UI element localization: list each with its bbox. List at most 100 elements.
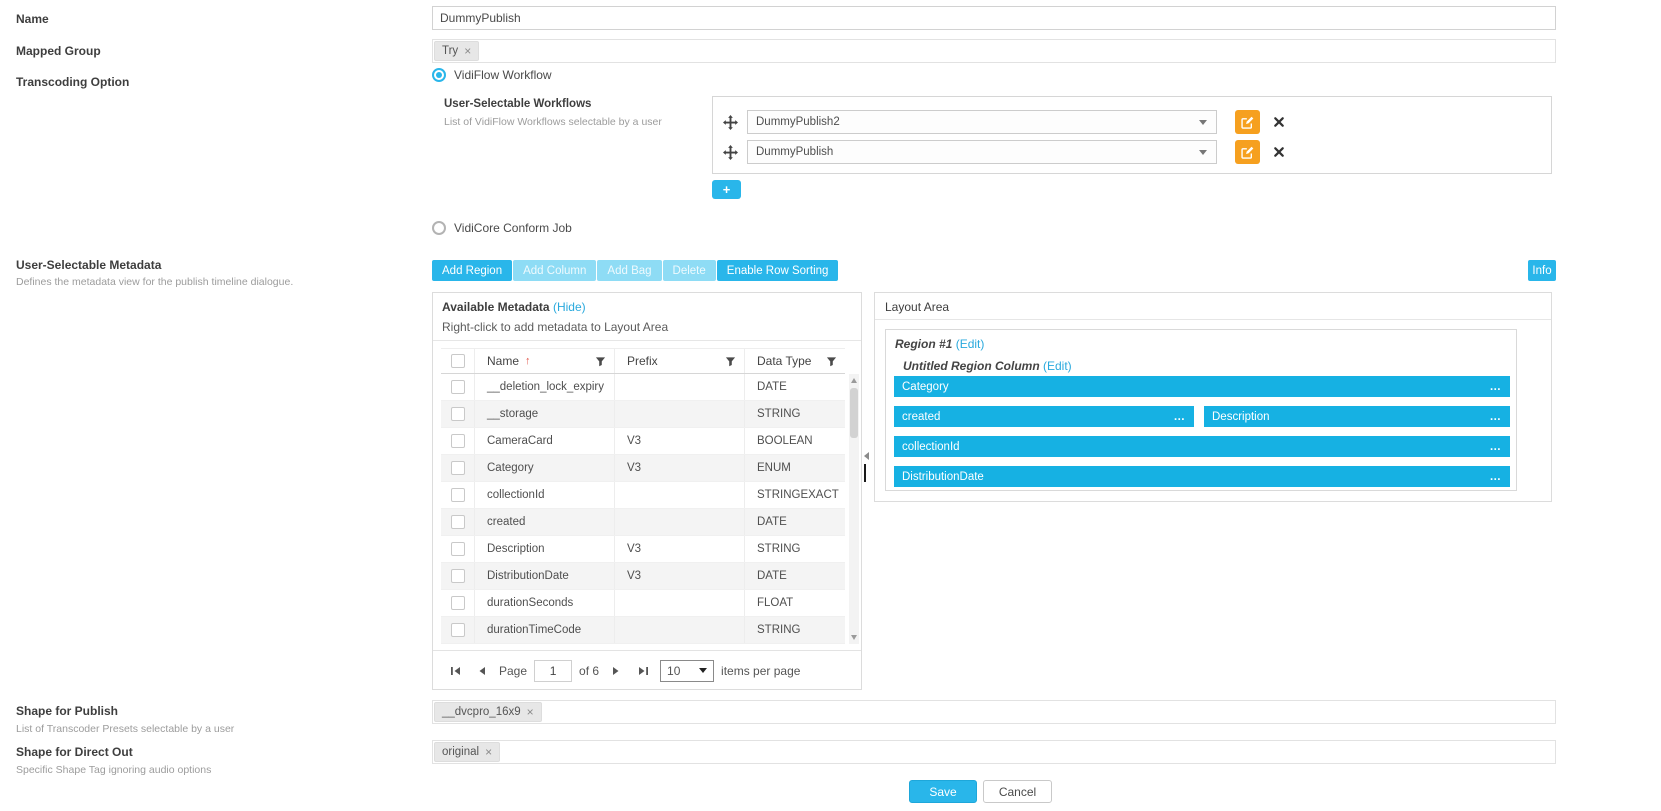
vidicore-radio[interactable] bbox=[432, 221, 446, 235]
row-checkbox[interactable] bbox=[450, 623, 465, 637]
filter-funnel-icon[interactable] bbox=[595, 356, 606, 367]
table-row[interactable]: created DATE bbox=[441, 509, 845, 536]
table-row[interactable]: __deletion_lock_expiry DATE bbox=[441, 374, 845, 401]
layout-item-created[interactable]: created … bbox=[894, 406, 1194, 427]
table-header: Name ↑ Prefix Data Type bbox=[441, 348, 845, 374]
row-checkbox[interactable] bbox=[450, 515, 465, 529]
collapse-panel-icon[interactable] bbox=[864, 452, 869, 460]
table-row[interactable]: durationTimeCode STRING bbox=[441, 617, 845, 644]
splitter-handle[interactable] bbox=[864, 464, 866, 482]
table-row[interactable]: Category V3 ENUM bbox=[441, 455, 845, 482]
scroll-down-icon[interactable] bbox=[851, 635, 857, 640]
layout-item-category[interactable]: Category … bbox=[894, 376, 1510, 397]
row-checkbox[interactable] bbox=[450, 407, 465, 421]
remove-tag-icon[interactable]: × bbox=[464, 44, 472, 58]
row-checkbox[interactable] bbox=[450, 434, 465, 448]
first-page-icon[interactable] bbox=[445, 661, 465, 681]
save-button[interactable]: Save bbox=[909, 780, 977, 803]
cell-type: STRING bbox=[757, 408, 801, 420]
cell-prefix: V3 bbox=[627, 570, 642, 582]
row-checkbox[interactable] bbox=[450, 461, 465, 475]
remove-tag-icon[interactable]: × bbox=[485, 745, 493, 759]
region-header: Region #1 (Edit) bbox=[895, 337, 984, 351]
mapped-group-field[interactable]: Try × bbox=[432, 39, 1556, 63]
row-checkbox[interactable] bbox=[450, 380, 465, 394]
info-button[interactable]: Info bbox=[1528, 260, 1556, 281]
region-edit-link[interactable]: (Edit) bbox=[955, 337, 985, 351]
shape-publish-field[interactable]: __dvcpro_16x9 × bbox=[432, 700, 1556, 724]
next-page-icon[interactable] bbox=[606, 661, 626, 681]
table-scrollbar[interactable] bbox=[849, 374, 859, 644]
shape-direct-out-field[interactable]: original × bbox=[432, 740, 1556, 764]
add-workflow-button[interactable]: + bbox=[712, 180, 741, 199]
drag-handle-icon[interactable]: … bbox=[1489, 470, 1502, 483]
hide-link[interactable]: (Hide) bbox=[552, 300, 586, 314]
layout-item-distributiondate[interactable]: DistributionDate … bbox=[894, 466, 1510, 487]
tag-label: original bbox=[442, 746, 480, 758]
table-row[interactable]: collectionId STRINGEXACT bbox=[441, 482, 845, 509]
select-all-checkbox[interactable] bbox=[450, 354, 465, 368]
cell-type: STRING bbox=[757, 543, 801, 555]
vidicore-conform-option: VidiCore Conform Job bbox=[432, 221, 572, 235]
vidiflow-radio[interactable] bbox=[432, 68, 446, 82]
vidicore-radio-label: VidiCore Conform Job bbox=[454, 221, 572, 235]
remove-tag-icon[interactable]: × bbox=[526, 705, 534, 719]
edit-workflow-button[interactable] bbox=[1235, 140, 1260, 164]
workflow-select[interactable]: DummyPublish2 bbox=[747, 110, 1217, 134]
workflows-title: User-Selectable Workflows bbox=[444, 98, 592, 110]
drag-handle-icon[interactable]: … bbox=[1489, 410, 1502, 423]
items-per-page-label: items per page bbox=[721, 663, 801, 678]
page-number-input[interactable] bbox=[534, 659, 573, 682]
metadata-section-label: User-Selectable Metadata bbox=[16, 258, 162, 272]
column-edit-link[interactable]: (Edit) bbox=[1043, 359, 1072, 373]
cell-type: BOOLEAN bbox=[757, 435, 813, 447]
drag-handle-icon[interactable]: … bbox=[1173, 410, 1186, 423]
region-column-label: Untitled Region Column bbox=[903, 359, 1040, 373]
remove-workflow-icon[interactable] bbox=[1274, 117, 1284, 127]
table-row[interactable]: __storage STRING bbox=[441, 401, 845, 428]
cell-type: STRINGEXACT bbox=[757, 489, 839, 501]
previous-page-icon[interactable] bbox=[472, 661, 492, 681]
workflow-select-value: DummyPublish bbox=[756, 146, 834, 158]
layout-item-collectionid[interactable]: collectionId … bbox=[894, 436, 1510, 457]
drag-handle-icon[interactable]: … bbox=[1489, 380, 1502, 393]
drag-handle-icon[interactable]: … bbox=[1489, 440, 1502, 453]
cell-name: __storage bbox=[487, 408, 539, 420]
row-checkbox[interactable] bbox=[450, 488, 465, 502]
table-row[interactable]: durationSeconds FLOAT bbox=[441, 590, 845, 617]
scrollbar-thumb[interactable] bbox=[850, 388, 858, 438]
layout-item-label: collectionId bbox=[902, 440, 960, 453]
table-row[interactable]: CameraCard V3 BOOLEAN bbox=[441, 428, 845, 455]
row-checkbox[interactable] bbox=[450, 569, 465, 583]
metadata-section-subtitle: Defines the metadata view for the publis… bbox=[16, 276, 294, 288]
page-size-select[interactable]: 10 bbox=[660, 659, 715, 682]
cell-prefix: V3 bbox=[627, 462, 642, 474]
name-input[interactable] bbox=[432, 6, 1556, 30]
scroll-up-icon[interactable] bbox=[851, 378, 857, 383]
enable-row-sorting-button[interactable]: Enable Row Sorting bbox=[716, 260, 839, 281]
filter-funnel-icon[interactable] bbox=[725, 356, 736, 367]
add-region-button[interactable]: Add Region bbox=[432, 260, 513, 281]
edit-workflow-button[interactable] bbox=[1235, 110, 1260, 134]
cancel-button[interactable]: Cancel bbox=[983, 780, 1052, 803]
row-checkbox[interactable] bbox=[450, 542, 465, 556]
available-metadata-title: Available Metadata (Hide) bbox=[442, 300, 586, 314]
remove-workflow-icon[interactable] bbox=[1274, 147, 1284, 157]
page-count-label: of 6 bbox=[579, 663, 600, 678]
table-row[interactable]: DistributionDate V3 DATE bbox=[441, 563, 845, 590]
layout-item-label: created bbox=[902, 410, 941, 423]
last-page-icon[interactable] bbox=[633, 661, 653, 681]
filter-funnel-icon[interactable] bbox=[826, 356, 837, 367]
workflow-select[interactable]: DummyPublish bbox=[747, 140, 1217, 164]
drag-move-icon[interactable] bbox=[723, 114, 738, 130]
cell-prefix: V3 bbox=[627, 543, 642, 555]
drag-move-icon[interactable] bbox=[723, 144, 738, 160]
row-checkbox[interactable] bbox=[450, 596, 465, 610]
workflow-row: DummyPublish2 bbox=[723, 110, 1284, 134]
tag-label: __dvcpro_16x9 bbox=[442, 706, 521, 718]
workflow-row: DummyPublish bbox=[723, 140, 1284, 164]
cell-type: ENUM bbox=[757, 462, 791, 474]
layout-item-description[interactable]: Description … bbox=[1204, 406, 1510, 427]
edit-pencil-icon bbox=[1241, 116, 1254, 129]
table-row[interactable]: Description V3 STRING bbox=[441, 536, 845, 563]
